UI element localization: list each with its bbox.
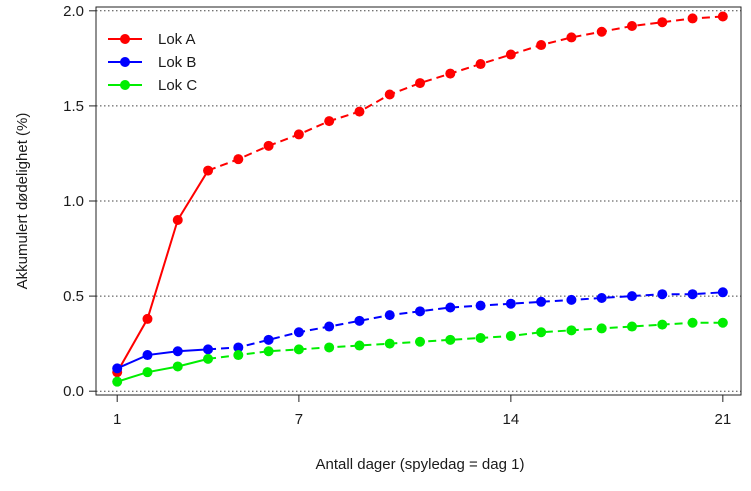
data-point <box>505 298 516 309</box>
data-point <box>536 296 547 307</box>
data-point <box>626 321 637 332</box>
data-point <box>445 68 456 79</box>
data-point <box>536 327 547 338</box>
data-point <box>415 306 426 317</box>
legend: Lok A Lok B Lok C <box>108 31 197 94</box>
series-line-dashed <box>207 291 723 351</box>
data-point <box>566 32 577 43</box>
data-point <box>172 215 183 226</box>
data-point <box>536 40 547 51</box>
series-line-dashed <box>207 15 723 172</box>
data-point <box>293 129 304 140</box>
data-point <box>172 346 183 357</box>
y-tick-label: 0.5 <box>63 288 84 305</box>
x-tick-label: 21 <box>714 411 731 428</box>
data-point <box>687 289 698 300</box>
data-point <box>566 294 577 305</box>
series-line-solid <box>116 170 209 373</box>
data-point <box>475 300 486 311</box>
data-point <box>263 334 274 345</box>
data-point <box>142 313 153 324</box>
x-tick-label: 7 <box>295 411 303 428</box>
data-point <box>687 13 698 24</box>
data-point <box>596 26 607 37</box>
data-point <box>384 310 395 321</box>
data-point <box>475 59 486 70</box>
data-point <box>626 291 637 302</box>
series-line-solid <box>116 348 209 370</box>
x-tick-label: 14 <box>503 411 520 428</box>
data-point <box>717 317 728 328</box>
data-point <box>172 361 183 372</box>
series-line-dashed <box>207 321 723 360</box>
data-point <box>233 154 244 165</box>
data-point <box>112 376 123 387</box>
legend-label: Lok A <box>158 31 196 48</box>
data-point <box>293 327 304 338</box>
data-point <box>505 49 516 60</box>
data-point <box>657 17 668 28</box>
data-point <box>384 338 395 349</box>
y-tick-label: 1.0 <box>63 193 84 210</box>
data-point <box>475 332 486 343</box>
series-line-solid <box>116 357 209 383</box>
data-point <box>717 11 728 22</box>
data-point <box>324 116 335 127</box>
data-point <box>324 321 335 332</box>
data-point <box>142 367 153 378</box>
series-group <box>112 11 728 387</box>
data-point <box>626 21 637 32</box>
legend-marker <box>120 57 130 67</box>
data-point <box>263 346 274 357</box>
data-point <box>717 287 728 298</box>
data-point <box>657 319 668 330</box>
legend-marker <box>120 34 130 44</box>
x-axis-title: Antall dager (spyledag = dag 1) <box>316 456 525 473</box>
data-point <box>687 317 698 328</box>
data-point <box>203 353 214 364</box>
data-point <box>657 289 668 300</box>
data-point <box>233 350 244 361</box>
y-tick-label: 0.0 <box>63 383 84 400</box>
axes: 0.0 0.5 1.0 1.5 2.0 1 7 14 21 <box>63 3 731 428</box>
data-point <box>112 363 123 374</box>
data-point <box>293 344 304 355</box>
data-point <box>445 302 456 313</box>
data-point <box>415 78 426 89</box>
data-point <box>354 106 365 117</box>
data-point <box>203 344 214 355</box>
data-point <box>203 165 214 176</box>
data-point <box>354 315 365 326</box>
x-tick-label: 1 <box>113 411 121 428</box>
data-point <box>596 293 607 303</box>
y-axis-title: Akkumulert dødelighet (%) <box>14 113 31 290</box>
data-point <box>354 340 365 351</box>
data-point <box>384 89 395 100</box>
data-point <box>445 334 456 345</box>
data-point <box>233 342 244 353</box>
data-point <box>415 336 426 347</box>
data-point <box>505 331 516 342</box>
data-point <box>263 140 274 151</box>
data-point <box>324 342 335 353</box>
legend-label: Lok C <box>158 77 197 94</box>
y-tick-label: 1.5 <box>63 98 84 115</box>
data-point <box>142 350 153 361</box>
data-point <box>596 323 607 334</box>
legend-label: Lok B <box>158 54 196 71</box>
legend-marker <box>120 80 130 90</box>
y-tick-label: 2.0 <box>63 3 84 20</box>
data-point <box>566 325 577 336</box>
